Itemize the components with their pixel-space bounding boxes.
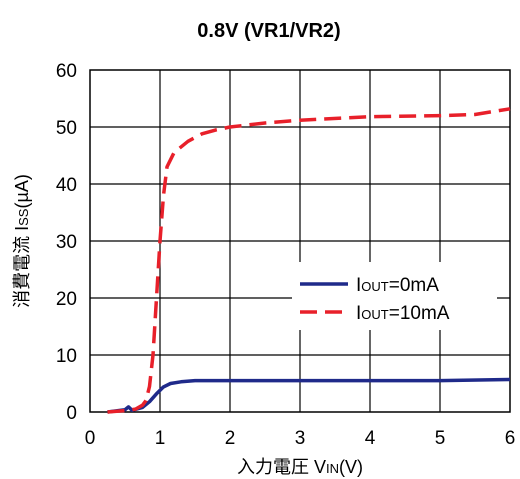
y-axis-label: 消費電流 ISS(µA) <box>12 174 32 308</box>
series-layer <box>107 107 511 414</box>
series-line-iout-0ma <box>107 377 511 414</box>
y-tick-label: 60 <box>56 61 77 82</box>
x-tick-labels: 0 1 2 3 4 5 6 <box>85 428 516 449</box>
x-tick-label: 2 <box>225 428 236 449</box>
x-tick-label: 5 <box>435 428 446 449</box>
x-axis-label: 入力電圧 VIN(V) <box>237 457 363 477</box>
chart-title: 0.8V (VR1/VR2) <box>197 20 340 42</box>
x-tick-label: 1 <box>155 428 166 449</box>
y-tick-labels: 0 10 20 30 40 50 60 <box>56 61 77 424</box>
legend: IOUT=0mA IOUT=10mA <box>292 262 497 330</box>
y-tick-label: 50 <box>56 118 77 139</box>
x-tick-label: 6 <box>505 428 516 449</box>
y-tick-label: 10 <box>56 346 77 367</box>
y-tick-label: 30 <box>56 232 77 253</box>
plot-area <box>89 69 511 414</box>
series-line-iout-10ma <box>107 107 511 414</box>
y-tick-label: 0 <box>66 403 77 424</box>
x-tick-label: 0 <box>85 428 96 449</box>
plot-frame <box>89 69 511 413</box>
y-tick-label: 40 <box>56 175 77 196</box>
legend-box <box>292 262 497 330</box>
x-tick-label: 4 <box>365 428 376 449</box>
legend-label-iout-10ma: IOUT=10mA <box>356 303 450 324</box>
x-tick-label: 3 <box>295 428 306 449</box>
legend-label-iout-0ma: IOUT=0mA <box>356 275 439 296</box>
y-tick-label: 20 <box>56 289 77 310</box>
